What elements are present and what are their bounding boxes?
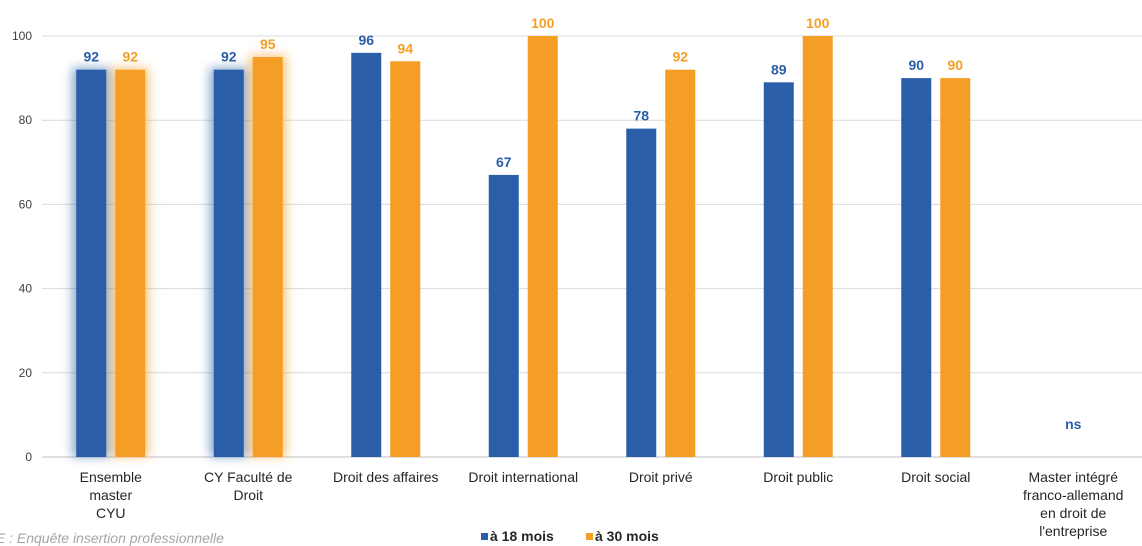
data-labels: 92 92 92 95 96 94 67 100 78 92 89 100 90 90 xyxy=(83,15,963,170)
x-axis-labels: Ensemble master CYU CY Faculté de Droit Droit… xyxy=(80,469,1124,539)
data-label: 100 xyxy=(806,15,830,31)
data-label: 96 xyxy=(358,32,374,48)
legend-label: à 18 mois xyxy=(490,528,554,544)
data-label: 95 xyxy=(260,36,276,52)
y-axis-ticks: 0 20 40 60 80 100 xyxy=(12,29,32,464)
data-label: 92 xyxy=(221,49,237,65)
bar xyxy=(665,69,696,458)
legend: à 18 mois à 30 mois xyxy=(481,528,659,544)
data-label: 100 xyxy=(531,15,555,31)
data-label: 92 xyxy=(122,49,138,65)
bar xyxy=(940,78,971,457)
y-tick-label: 0 xyxy=(25,450,32,464)
y-tick-label: 100 xyxy=(12,29,32,43)
bar xyxy=(213,69,244,458)
legend-swatch xyxy=(586,533,593,540)
bar xyxy=(626,128,657,457)
bar xyxy=(76,69,107,458)
data-label: 89 xyxy=(771,61,787,77)
bar xyxy=(115,69,146,458)
gridlines xyxy=(42,35,1142,458)
legend-swatch xyxy=(481,533,488,540)
x-tick-label: Droit international xyxy=(468,469,578,485)
bar xyxy=(802,36,833,457)
x-tick-label: Ensemble master CYU xyxy=(80,469,142,521)
bars xyxy=(76,36,971,458)
x-tick-label: Droit social xyxy=(901,469,970,485)
x-tick-label: Master intégré franco-allemand en droit de… xyxy=(1023,469,1123,539)
ns-label: ns xyxy=(1065,416,1082,432)
bar xyxy=(763,82,794,457)
legend-label: à 30 mois xyxy=(595,528,659,544)
bar xyxy=(252,57,283,458)
bar xyxy=(390,61,421,457)
bar xyxy=(901,78,932,457)
data-label: 94 xyxy=(397,40,413,56)
bar xyxy=(488,174,519,457)
data-label: 92 xyxy=(83,49,99,65)
data-label: 92 xyxy=(672,49,688,65)
source-note: IE : Enquête insertion professionnelle xyxy=(0,530,224,546)
y-tick-label: 20 xyxy=(19,366,33,380)
x-tick-label: Droit privé xyxy=(629,469,693,485)
y-tick-label: 80 xyxy=(19,113,33,127)
y-tick-label: 60 xyxy=(19,197,33,211)
x-tick-label: Droit des affaires xyxy=(333,469,439,485)
x-tick-label: CY Faculté de Droit xyxy=(204,469,293,503)
y-tick-label: 40 xyxy=(19,282,33,296)
data-label: 90 xyxy=(908,57,924,73)
data-label: 90 xyxy=(947,57,963,73)
bar xyxy=(351,52,382,458)
data-label: 78 xyxy=(633,108,649,124)
bar xyxy=(527,36,558,457)
data-label: 67 xyxy=(496,154,512,170)
x-tick-label: Droit public xyxy=(763,469,833,485)
